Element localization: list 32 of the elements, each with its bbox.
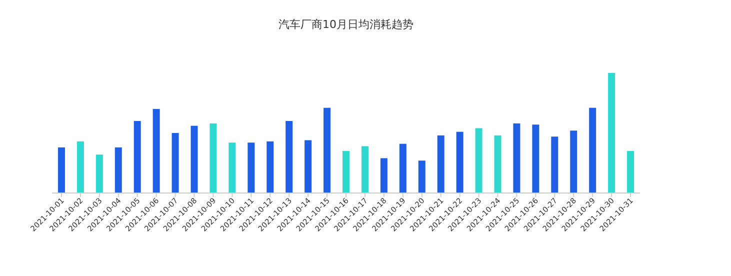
bar	[342, 151, 350, 193]
bar	[190, 126, 198, 193]
bar	[172, 133, 179, 193]
bar	[96, 154, 103, 193]
bar	[551, 136, 558, 193]
bar	[152, 109, 160, 193]
bar	[532, 124, 540, 193]
bar	[286, 121, 293, 193]
bar	[570, 130, 578, 193]
bar	[513, 123, 520, 193]
bar	[627, 151, 634, 193]
bar	[228, 142, 236, 193]
bar	[418, 160, 426, 193]
bar	[399, 144, 406, 193]
bar	[608, 73, 616, 193]
bar	[248, 142, 255, 193]
bar	[76, 141, 84, 193]
bar	[266, 141, 274, 193]
bar	[437, 135, 444, 193]
bar	[494, 135, 502, 193]
bar	[210, 123, 217, 193]
bar	[456, 132, 464, 193]
bar	[58, 147, 65, 193]
bar	[361, 146, 368, 193]
bar	[134, 121, 141, 193]
bar	[475, 128, 482, 193]
bar	[304, 140, 312, 193]
bar	[324, 108, 331, 193]
bar	[589, 108, 596, 193]
bar	[380, 158, 388, 193]
chart-title: 汽车厂商10月日均消耗趋势	[278, 18, 414, 31]
bar	[114, 147, 122, 193]
